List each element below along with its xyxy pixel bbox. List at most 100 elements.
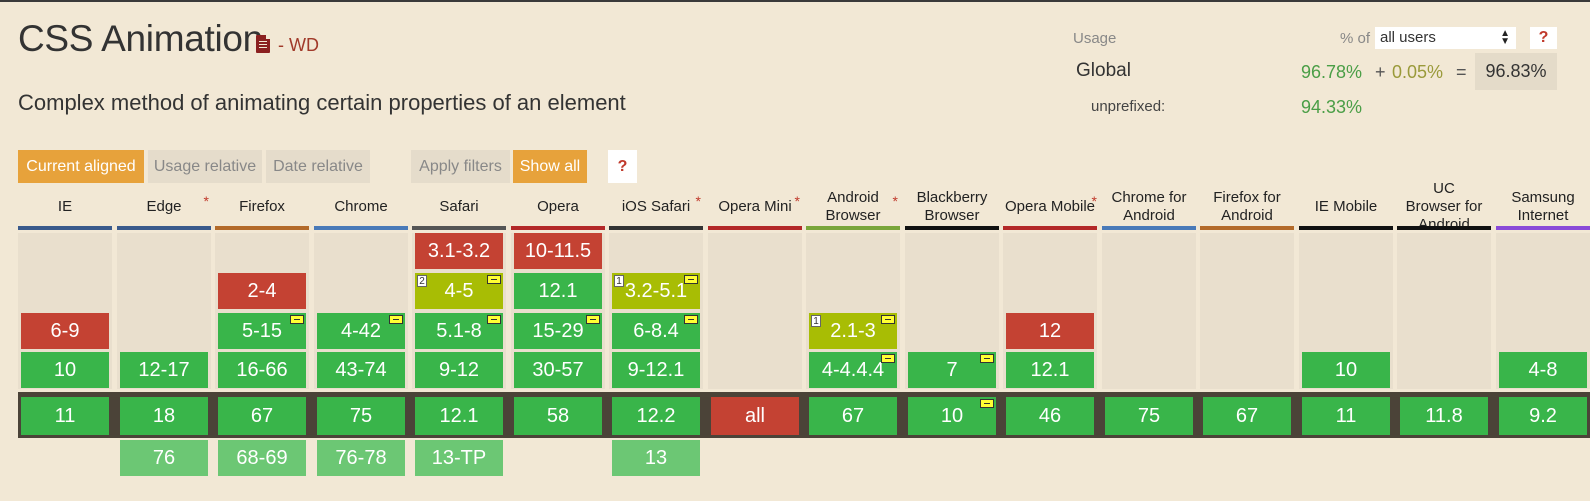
browser-header-ie[interactable]: IE	[18, 188, 112, 226]
browser-header-samsung-internet[interactable]: Samsung Internet	[1496, 188, 1590, 226]
support-cell[interactable]: 18	[120, 397, 208, 435]
support-cell[interactable]: all	[711, 397, 799, 435]
support-cell[interactable]: 3.1-3.2	[415, 233, 503, 269]
support-cell[interactable]: 58	[514, 397, 602, 435]
version-range: 6-9	[50, 320, 80, 342]
support-cell[interactable]: 4-4.4.4	[809, 352, 897, 388]
support-cell[interactable]: 12	[1006, 313, 1094, 349]
support-cell[interactable]: 6-8.4	[612, 313, 700, 349]
support-cell[interactable]: 43-74	[317, 352, 405, 388]
browser-header-blackberry-browser[interactable]: Blackberry Browser	[905, 188, 999, 226]
usage-help-button[interactable]: ?	[1530, 27, 1557, 49]
note-number-badge[interactable]: 1	[614, 275, 624, 287]
browser-header-chrome-for-android[interactable]: Chrome for Android	[1102, 188, 1196, 226]
browser-header-opera-mini[interactable]: Opera Mini *	[708, 188, 802, 226]
browser-header-opera[interactable]: Opera	[511, 188, 605, 226]
window-top-border	[0, 0, 1590, 2]
version-range: 76	[152, 447, 176, 469]
browser-header-firefox[interactable]: Firefox	[215, 188, 309, 226]
usage-relative-button[interactable]: Usage relative	[148, 150, 262, 183]
support-cell[interactable]: 11.8	[1400, 397, 1488, 435]
apply-filters-button[interactable]: Apply filters	[411, 150, 510, 183]
support-cell[interactable]: 67	[1203, 397, 1291, 435]
support-cell[interactable]: 2.1-3 1	[809, 313, 897, 349]
browser-header-edge[interactable]: Edge *	[117, 188, 211, 226]
support-cell[interactable]: 13-TP	[415, 440, 503, 476]
support-cell[interactable]: 67	[809, 397, 897, 435]
page-title: CSS Animation	[18, 18, 263, 59]
support-cell[interactable]: 12-17	[120, 352, 208, 388]
support-cell[interactable]: 30-57	[514, 352, 602, 388]
support-cell[interactable]: 4-8	[1499, 352, 1587, 388]
current-aligned-button[interactable]: Current aligned	[18, 150, 144, 183]
usage-scope-value: all users	[1380, 29, 1436, 46]
support-cell[interactable]: 11	[1302, 397, 1390, 435]
note-number-badge[interactable]: 2	[417, 275, 427, 287]
support-cell[interactable]: 15-29	[514, 313, 602, 349]
browser-name: Opera	[537, 198, 579, 215]
support-cell[interactable]: 75	[1105, 397, 1193, 435]
version-range: 16-66	[236, 359, 288, 381]
prefix-note-star: *	[794, 193, 800, 209]
usage-scope-select[interactable]: all users ▲ ▼	[1375, 27, 1516, 49]
support-cell[interactable]: 9-12	[415, 352, 503, 388]
support-cell[interactable]: 10	[21, 352, 109, 388]
spec-document-icon[interactable]	[256, 35, 270, 53]
version-range: 12.1	[1030, 359, 1070, 381]
support-cell[interactable]: 12.2	[612, 397, 700, 435]
browser-header-uc-browser-for-android[interactable]: UC Browser for Android	[1397, 180, 1491, 233]
browser-column-bg	[708, 233, 802, 389]
support-cell[interactable]: 67	[218, 397, 306, 435]
browser-header-chrome[interactable]: Chrome	[314, 188, 408, 226]
support-cell[interactable]: 10	[1302, 352, 1390, 388]
support-cell[interactable]: 5-15	[218, 313, 306, 349]
support-cell[interactable]: 13	[612, 440, 700, 476]
support-cell[interactable]: 3.2-5.1 1	[612, 273, 700, 309]
support-cell[interactable]: 46	[1006, 397, 1094, 435]
support-cell[interactable]: 4-5 2	[415, 273, 503, 309]
browser-color-bar	[1496, 226, 1590, 230]
support-cell[interactable]: 7	[908, 352, 996, 388]
version-range: 3.1-3.2	[427, 240, 491, 262]
support-cell[interactable]: 11	[21, 397, 109, 435]
support-cell[interactable]: 12.1	[415, 397, 503, 435]
browser-color-bar	[412, 226, 506, 230]
browser-header-ie-mobile[interactable]: IE Mobile	[1299, 188, 1393, 226]
browser-header-android-browser[interactable]: Android Browser *	[806, 188, 900, 226]
browser-header-firefox-for-android[interactable]: Firefox for Android	[1200, 188, 1294, 226]
browser-header-safari[interactable]: Safari	[412, 188, 506, 226]
version-range: 67	[1235, 405, 1259, 427]
date-relative-button[interactable]: Date relative	[266, 150, 370, 183]
support-cell[interactable]: 6-9	[21, 313, 109, 349]
percent-of-label: % of	[1340, 30, 1371, 47]
browser-name: IE Mobile	[1314, 198, 1378, 215]
support-cell[interactable]: 12.1	[514, 273, 602, 309]
spec-status[interactable]: - WD	[278, 35, 319, 55]
filters-help-button[interactable]: ?	[608, 150, 637, 183]
note-number-badge[interactable]: 1	[811, 315, 821, 327]
browser-header-opera-mobile[interactable]: Opera Mobile *	[1003, 188, 1097, 226]
browser-name: Firefox	[239, 198, 285, 215]
support-cell[interactable]: 75	[317, 397, 405, 435]
global-partial-value: 0.05%	[1392, 62, 1444, 82]
support-cell[interactable]: 5.1-8	[415, 313, 503, 349]
support-cell[interactable]: 9.2	[1499, 397, 1587, 435]
support-cell[interactable]: 4-42	[317, 313, 405, 349]
support-cell[interactable]: 9-12.1	[612, 352, 700, 388]
support-cell[interactable]: 16-66	[218, 352, 306, 388]
version-range: 75	[349, 405, 373, 427]
support-cell[interactable]: 10	[908, 397, 996, 435]
prefix-flag-icon	[487, 315, 501, 324]
support-cell[interactable]: 10-11.5	[514, 233, 602, 269]
support-cell[interactable]: 2-4	[218, 273, 306, 309]
support-cell[interactable]: 76-78	[317, 440, 405, 476]
version-range: 13-TP	[431, 447, 487, 469]
support-cell[interactable]: 12.1	[1006, 352, 1094, 388]
show-all-button[interactable]: Show all	[513, 150, 587, 183]
browser-column-bg	[1102, 233, 1196, 389]
support-cell[interactable]: 68-69	[218, 440, 306, 476]
support-cell[interactable]: 76	[120, 440, 208, 476]
prefix-flag-icon	[980, 399, 994, 408]
browser-color-bar	[806, 226, 900, 230]
browser-header-ios-safari[interactable]: iOS Safari *	[609, 188, 703, 226]
